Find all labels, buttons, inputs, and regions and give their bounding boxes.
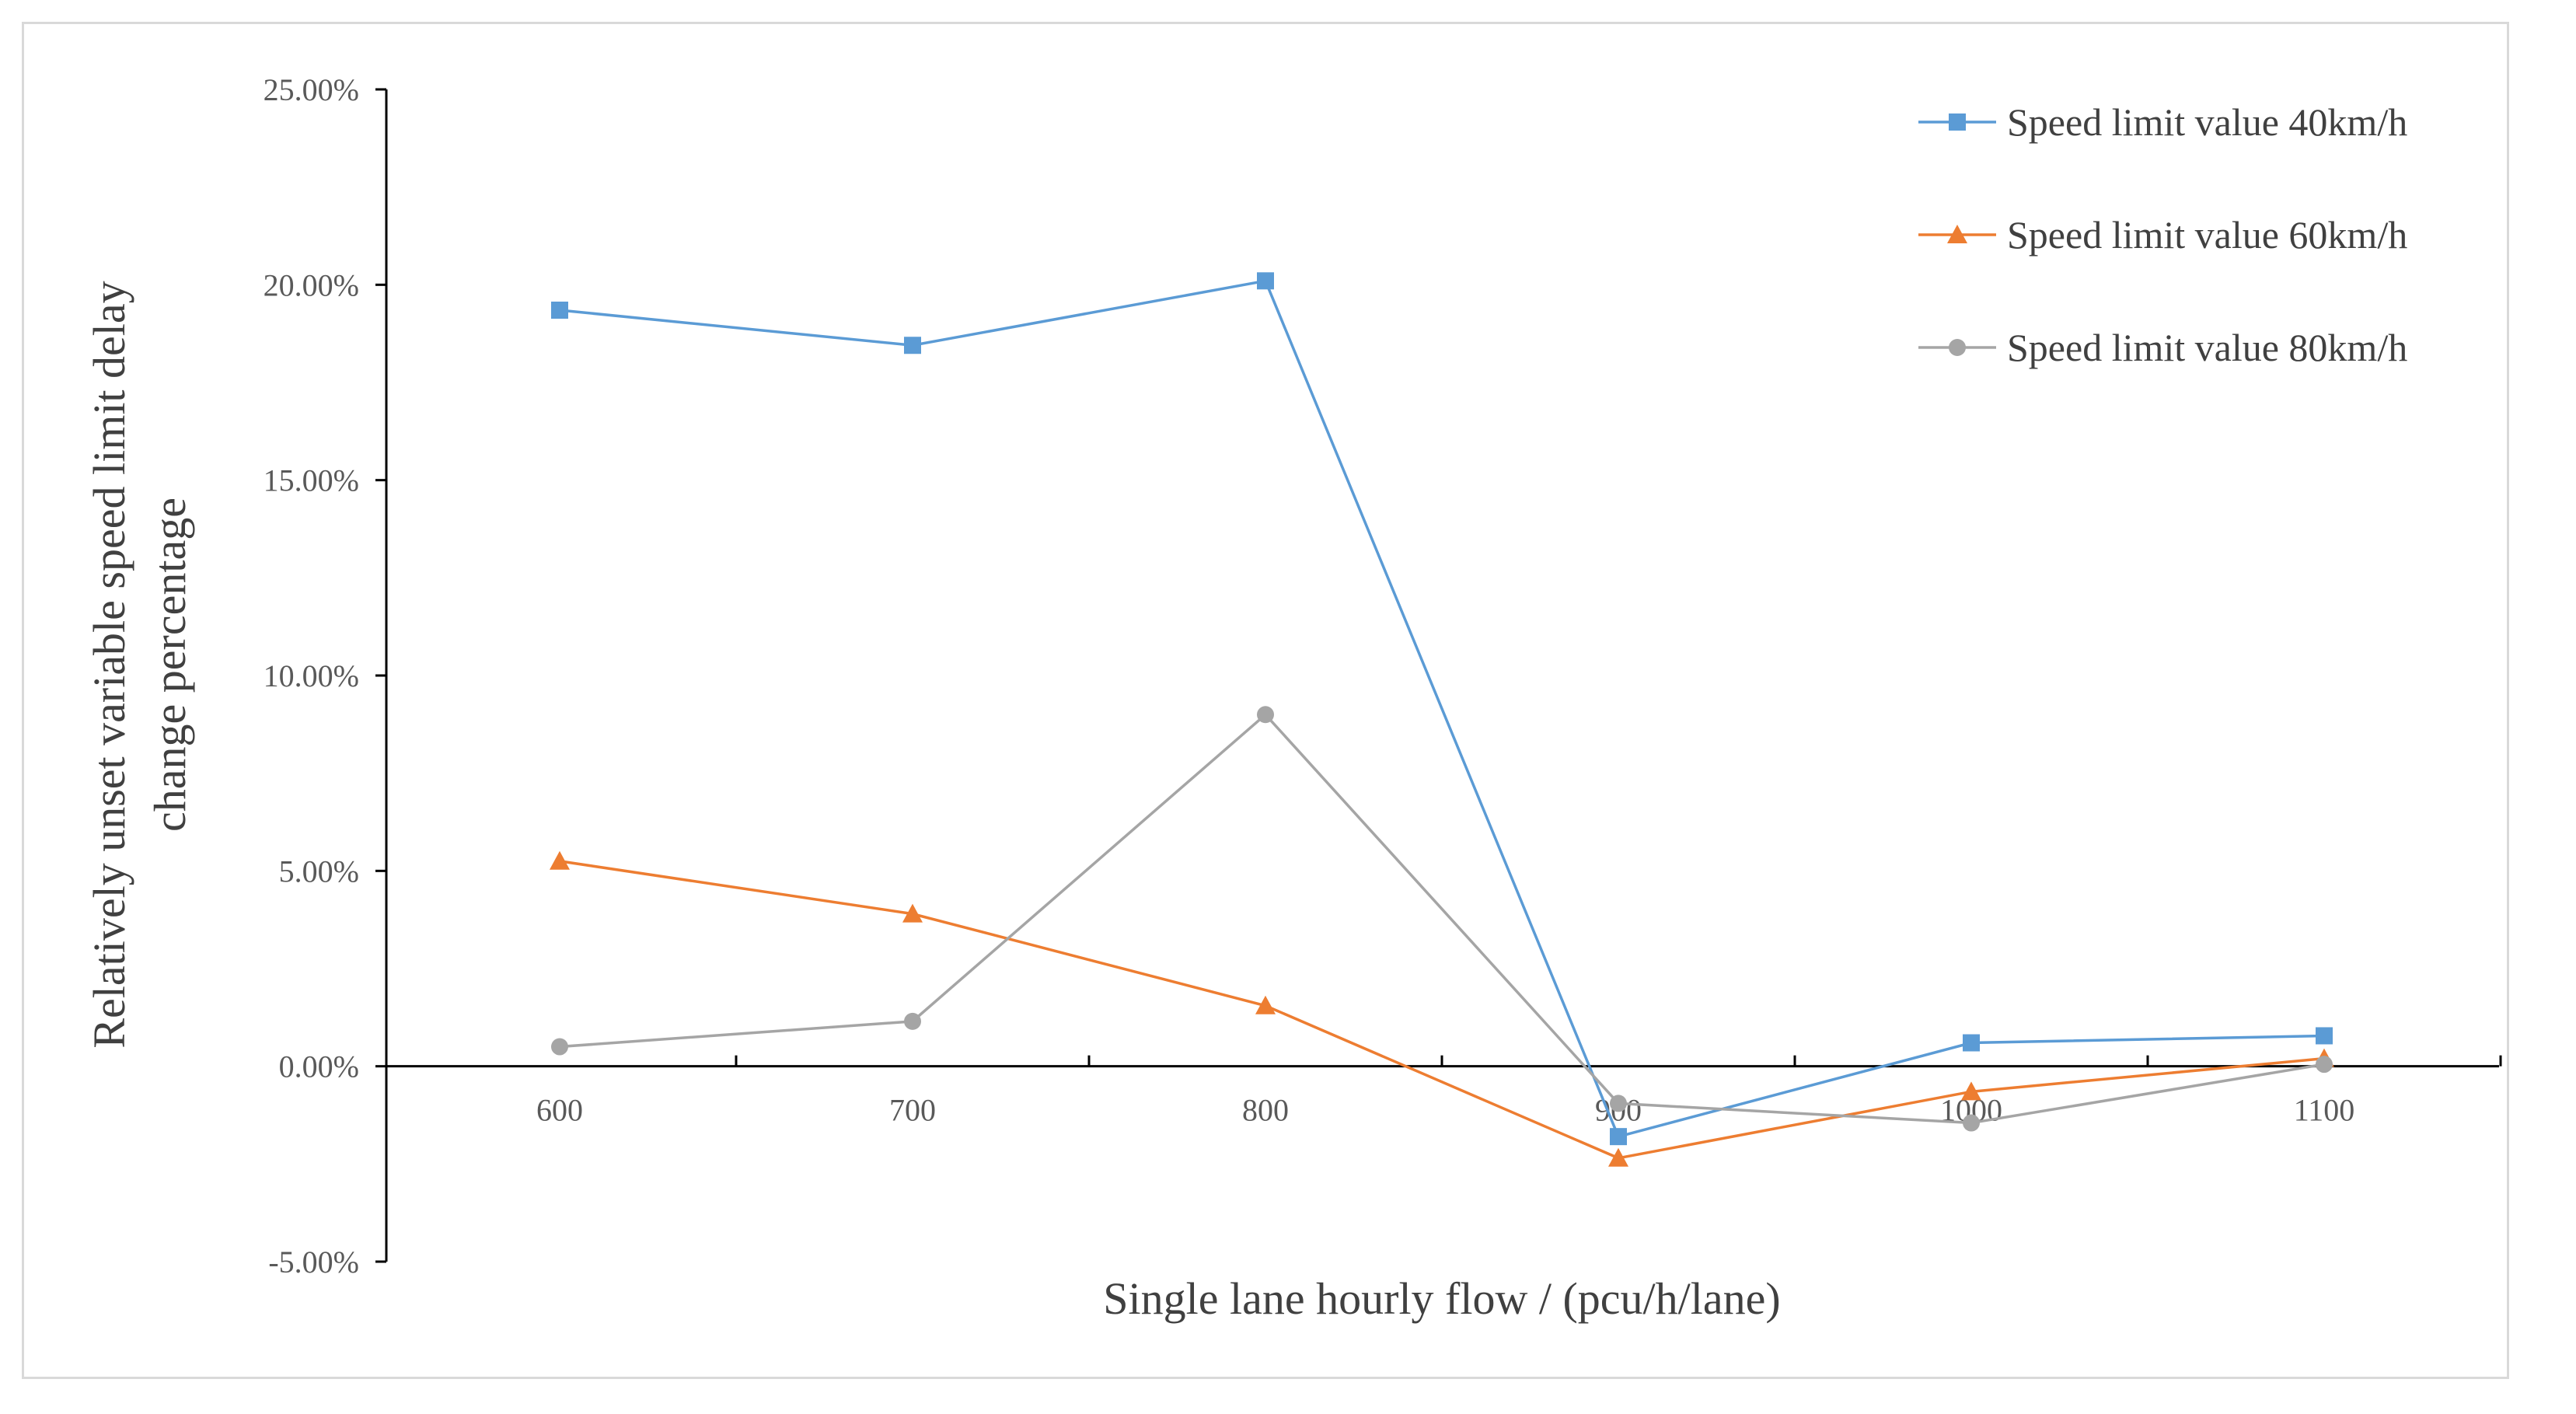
y-tick-label: 20.00% <box>264 267 359 302</box>
legend-entry-3: Speed limit value 80km/h <box>1918 326 2407 369</box>
data-point-square <box>1610 1128 1627 1146</box>
y-axis-title-line-2: change percentage <box>145 498 195 832</box>
series-line <box>559 712 2325 1125</box>
data-point-triangle <box>1608 1147 1628 1167</box>
legend: Speed limit value 40km/h Speed limit valu… <box>1918 100 2407 369</box>
data-point-square <box>1949 113 1966 131</box>
series-line <box>559 860 2325 1160</box>
data-point-circle <box>551 1038 568 1056</box>
chart-frame <box>22 22 2509 1379</box>
y-tick-label: 0.00% <box>279 1049 359 1084</box>
data-point-triangle <box>1947 225 1967 243</box>
y-tick-label: 25.00% <box>264 72 359 107</box>
y-tick-label: 5.00% <box>279 854 359 889</box>
data-point-square <box>1257 272 1274 290</box>
x-tick-label: 1100 <box>2294 1093 2355 1128</box>
data-point-circle <box>1949 339 1966 356</box>
series-layer <box>550 272 2334 1167</box>
legend-label: Speed limit value 60km/h <box>2007 213 2407 257</box>
legend-label: Speed limit value 80km/h <box>2007 326 2407 369</box>
axes: 25.00% 20.00% 15.00% 10.00% 5.00% 0.00% -5.00%… <box>264 72 2502 1280</box>
data-point-circle <box>1963 1114 1980 1132</box>
data-point-triangle <box>1255 995 1276 1014</box>
y-tick-label: -5.00% <box>268 1245 359 1280</box>
data-point-triangle <box>902 903 923 923</box>
data-point-circle <box>2316 1056 2333 1074</box>
data-point-circle <box>1610 1095 1627 1112</box>
series-3 <box>551 706 2333 1132</box>
x-tick-label: 600 <box>536 1093 583 1128</box>
y-tick-label: 10.00% <box>264 658 359 693</box>
y-tick-label: 15.00% <box>264 463 359 498</box>
data-point-circle <box>904 1012 921 1030</box>
series-1 <box>551 272 2333 1146</box>
series-line <box>559 279 2325 1139</box>
data-point-square <box>904 337 921 354</box>
data-point-square <box>551 302 568 319</box>
data-point-square <box>2316 1027 2333 1045</box>
data-point-square <box>1963 1034 1980 1052</box>
data-point-triangle <box>550 850 570 870</box>
y-axis-title-line-1: Relatively unset variable speed limit de… <box>84 281 134 1048</box>
x-tick-label: 700 <box>889 1093 936 1128</box>
legend-label: Speed limit value 40km/h <box>2007 100 2407 144</box>
legend-entry-2: Speed limit value 60km/h <box>1918 213 2407 257</box>
data-point-circle <box>1257 706 1274 724</box>
x-tick-label: 800 <box>1242 1093 1289 1128</box>
x-axis-title: Single lane hourly flow / (pcu/h/lane) <box>1103 1273 1780 1324</box>
data-point-triangle <box>1961 1081 1981 1101</box>
legend-entry-1: Speed limit value 40km/h <box>1918 100 2407 144</box>
series-2 <box>550 850 2334 1167</box>
